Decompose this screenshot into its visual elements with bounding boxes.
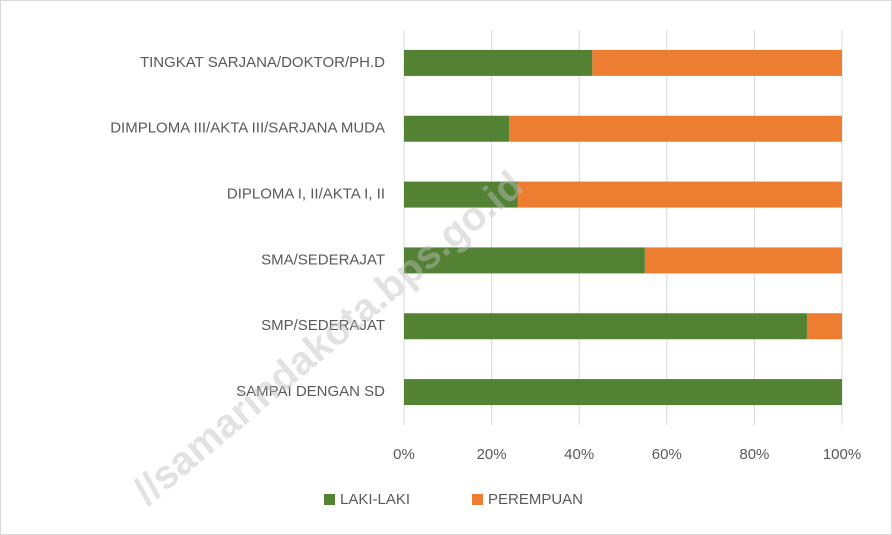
bar-segment <box>644 247 842 274</box>
bar-segment <box>404 313 807 340</box>
x-tick-label: 40% <box>564 446 594 463</box>
x-tick-label: 80% <box>739 446 769 463</box>
bar-segment <box>517 181 842 208</box>
y-tick-label: TINGKAT SARJANA/DOKTOR/PH.D <box>140 54 385 71</box>
bar-segment <box>404 49 593 76</box>
legend-swatch <box>324 494 335 505</box>
x-tick-label: 100% <box>823 446 861 463</box>
bar-segment <box>404 181 518 208</box>
x-tick-label: 0% <box>393 446 415 463</box>
y-tick-label: SAMPAI DENGAN SD <box>236 383 385 400</box>
x-tick-label: 20% <box>477 446 507 463</box>
y-tick-label: SMP/SEDERAJAT <box>261 317 385 334</box>
bar-segment <box>404 115 510 142</box>
x-tick-label: 60% <box>652 446 682 463</box>
bar-segment <box>404 247 645 274</box>
y-tick-label: SMA/SEDERAJAT <box>261 251 385 268</box>
legend-swatch <box>472 494 483 505</box>
bar-segment <box>404 379 842 406</box>
y-tick-label: DIPLOMA I, II/AKTA I, II <box>227 186 385 203</box>
y-tick-label: DIMPLOMA III/AKTA III/SARJANA MUDA <box>110 120 385 137</box>
bar-segment <box>592 49 842 76</box>
legend-label: LAKI-LAKI <box>340 491 410 508</box>
legend-label: PEREMPUAN <box>488 491 583 508</box>
bar-segment <box>806 313 842 340</box>
bar-segment <box>509 115 842 142</box>
